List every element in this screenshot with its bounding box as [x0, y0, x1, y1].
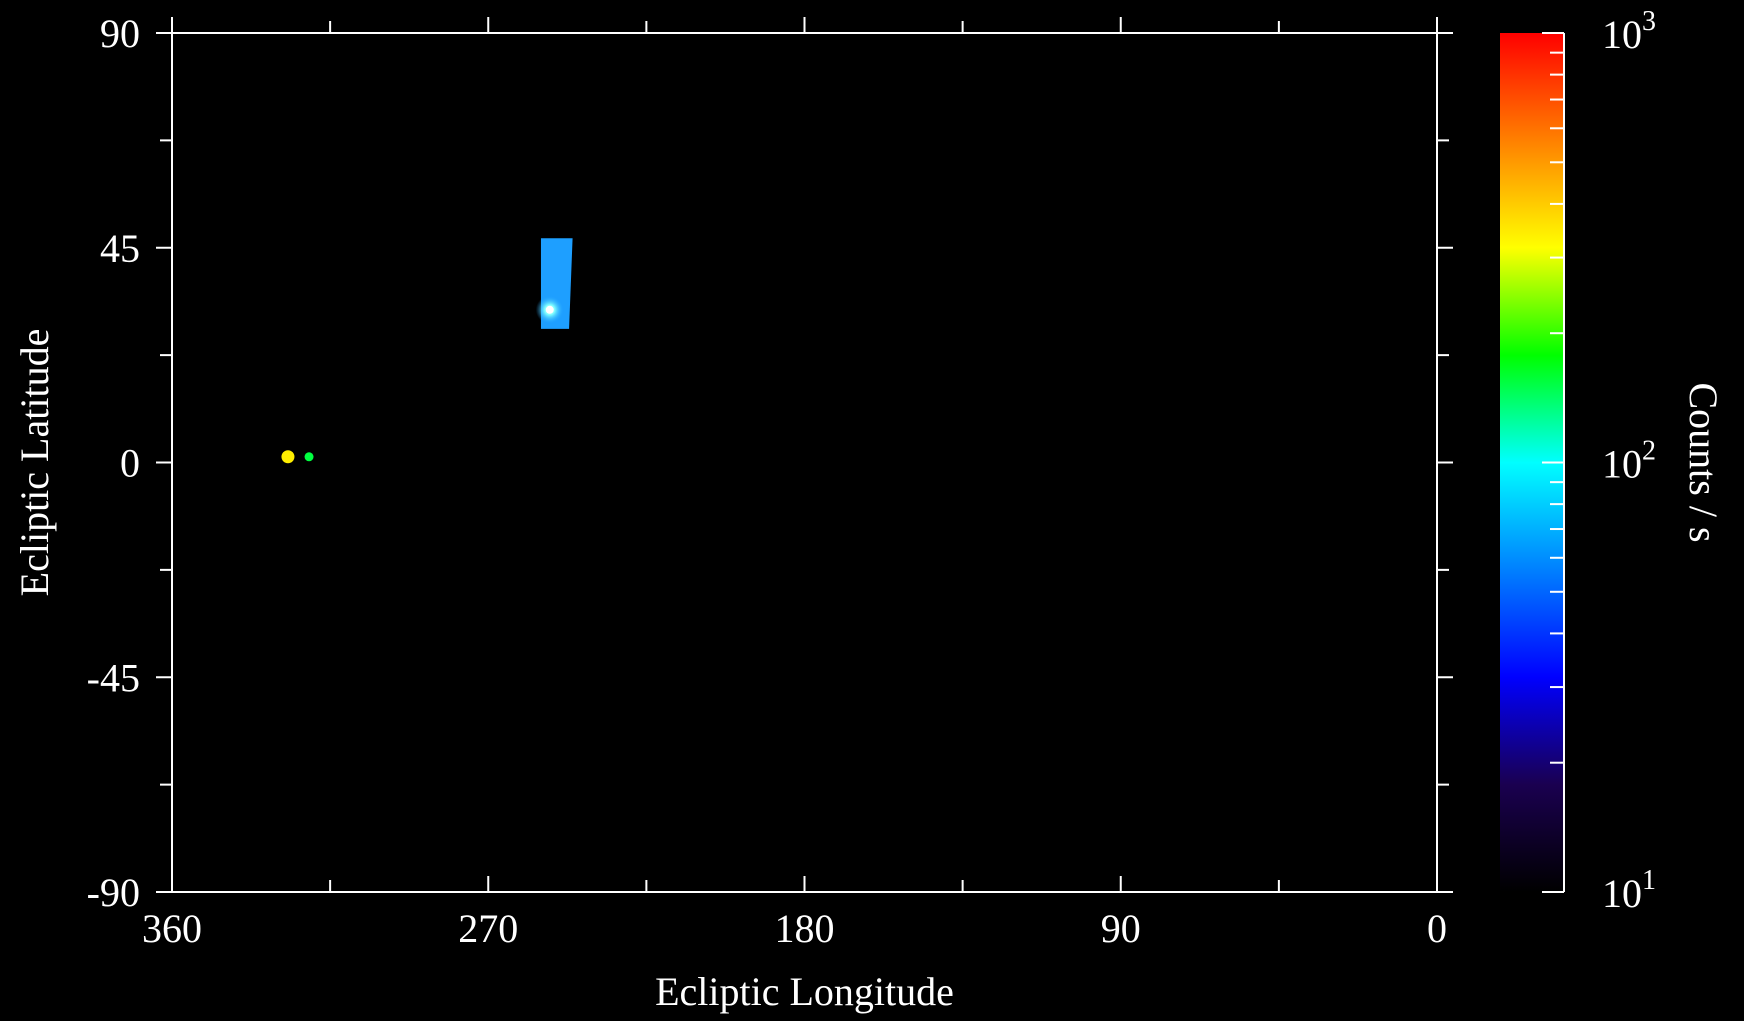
- colorbar-tick-base: 10: [1602, 871, 1642, 916]
- x-tick-label: 180: [775, 906, 835, 951]
- y-tick-label: 45: [100, 226, 140, 271]
- colorbar-tick-exponent: 1: [1642, 865, 1656, 896]
- x-tick-label: 360: [142, 906, 202, 951]
- x-tick-label: 0: [1427, 906, 1447, 951]
- axes: 360 270 180 90 0 90 45 0 -45 -90: [87, 11, 1453, 951]
- colorbar-tick-label: 101: [1602, 865, 1656, 916]
- colorbar-label: Counts / s: [1681, 382, 1726, 542]
- x-axis-label: Ecliptic Longitude: [655, 969, 954, 1014]
- source-point-0: [281, 450, 295, 464]
- y-tick-label: 0: [120, 441, 140, 486]
- colorbar-tick-label: 103: [1602, 6, 1656, 57]
- source-point-1: [304, 452, 314, 462]
- y-tick-label: -90: [87, 870, 140, 915]
- colorbar-tick-exponent: 2: [1642, 436, 1656, 467]
- y-tick-label: -45: [87, 655, 140, 700]
- y-tick-label: 90: [100, 11, 140, 56]
- colorbar-tick-base: 10: [1602, 12, 1642, 57]
- x-tick-label: 270: [458, 906, 518, 951]
- colorbar-tick-base: 10: [1602, 442, 1642, 487]
- source-point-2: [545, 305, 554, 314]
- colorbar-tick-label: 102: [1602, 436, 1656, 487]
- plot-frame: [171, 32, 1438, 893]
- plot-area: [281, 238, 573, 464]
- colorbar-tick-exponent: 3: [1642, 6, 1656, 37]
- x-tick-label: 90: [1101, 906, 1141, 951]
- y-axis-label: Ecliptic Latitude: [12, 329, 57, 597]
